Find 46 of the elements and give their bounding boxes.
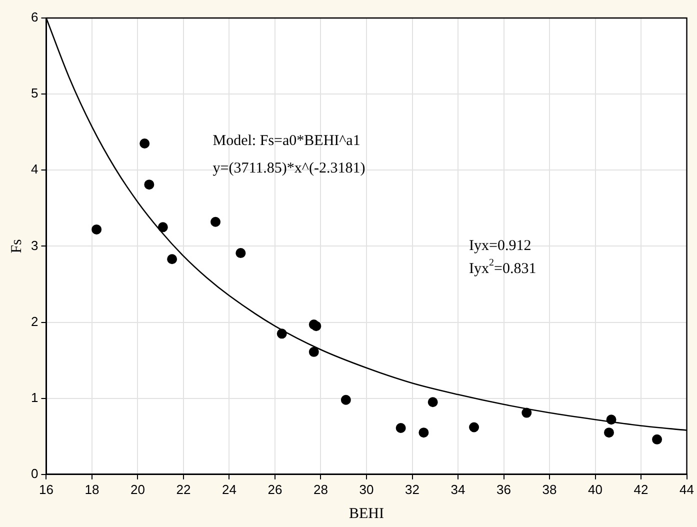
- annotation: y=(3711.85)*x^(-2.3181): [212, 160, 366, 177]
- point: [144, 180, 154, 190]
- x-tick-label: 24: [222, 482, 236, 497]
- x-tick-label: 16: [38, 482, 54, 497]
- point: [428, 397, 438, 408]
- point: [396, 423, 406, 433]
- y-tick-label: 6: [30, 10, 38, 25]
- y-tick-label: 3: [30, 238, 38, 253]
- x-tick-label: 34: [450, 482, 466, 497]
- point: [308, 346, 319, 357]
- x-tick-label: 44: [680, 482, 694, 497]
- x-tick-label: 22: [176, 482, 191, 497]
- x-tick-label: 40: [588, 482, 602, 497]
- point: [210, 216, 221, 227]
- x-tick-label: 30: [359, 482, 374, 497]
- point: [652, 434, 662, 444]
- point: [158, 222, 168, 232]
- x-tick-label: 20: [130, 482, 145, 497]
- point: [276, 328, 287, 339]
- point: [606, 414, 616, 425]
- x-tick-label: 18: [84, 482, 100, 497]
- point: [418, 428, 429, 438]
- annotation: Iyx=0.912: [468, 238, 532, 254]
- point: [167, 254, 178, 264]
- point: [469, 422, 480, 432]
- y-tick-label: 2: [30, 314, 38, 329]
- point: [92, 224, 102, 234]
- point: [311, 321, 322, 332]
- y-tick-label: 4: [30, 162, 38, 177]
- point: [340, 394, 351, 405]
- x-tick-label: 26: [268, 482, 282, 497]
- x-tick-label: 36: [496, 482, 511, 497]
- y-tick-label: 5: [30, 86, 38, 101]
- x-tick-label: 32: [405, 482, 420, 497]
- point: [140, 138, 150, 149]
- point: [236, 248, 246, 258]
- x-axis-title: BEHI: [349, 506, 384, 522]
- point: [522, 408, 532, 418]
- y-tick-label: 0: [30, 466, 38, 481]
- x-tick-label: 28: [314, 482, 328, 497]
- x-tick-label: 42: [634, 482, 648, 497]
- x-tick-label: 38: [542, 482, 557, 497]
- y-tick-label: 1: [30, 390, 38, 405]
- point: [604, 428, 614, 438]
- y-axis-title: Fs: [8, 238, 25, 254]
- annotation: Model: Fs=a0*BEHI^a1: [212, 133, 360, 150]
